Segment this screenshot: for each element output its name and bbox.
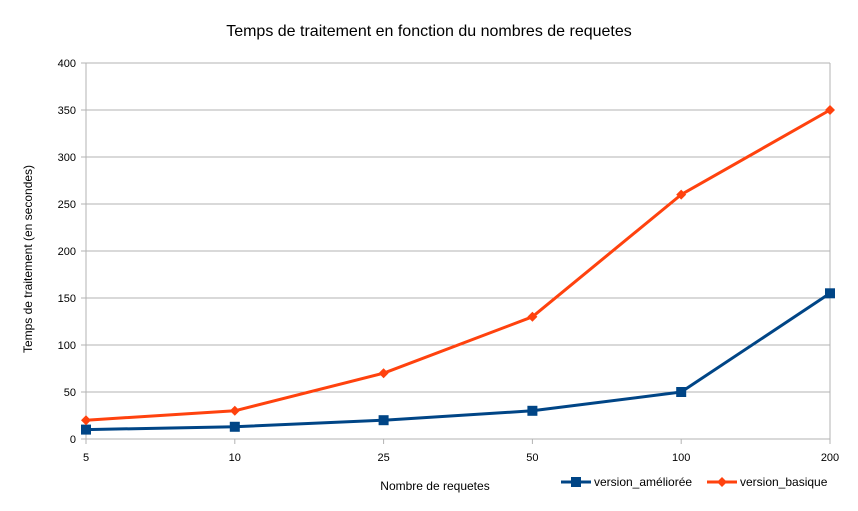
legend-swatch-marker-1	[717, 477, 727, 487]
legend-label-1: version_basique	[740, 475, 828, 489]
series-1-point-2	[378, 368, 389, 379]
x-tick-label-2: 25	[377, 452, 389, 464]
chart-title: Temps de traitement en fonction du nombr…	[226, 23, 632, 40]
y-tick-label-2: 100	[58, 340, 76, 352]
legend-item-1: version_basique	[707, 475, 828, 489]
series-1-point-1	[229, 405, 240, 416]
x-tick-label-5: 200	[821, 452, 839, 464]
grid-lines	[86, 62, 830, 393]
series-1-point-0	[81, 415, 91, 426]
series-group	[81, 105, 835, 435]
legend-label-0: version_améliorée	[594, 475, 692, 489]
x-axis-label: Nombre de requetes	[380, 479, 489, 493]
x-tick-label-1: 10	[229, 452, 241, 464]
legend: version_améliorée version_basique	[561, 475, 828, 489]
y-axis-label: Temps de traitement (en secondes)	[21, 165, 35, 353]
legend-swatch-marker-0	[571, 477, 581, 487]
y-tick-label-1: 50	[64, 387, 76, 399]
series-line-1	[85, 108, 831, 422]
series-1	[81, 105, 835, 426]
series-0-point-0	[81, 424, 91, 435]
series-0-point-5	[825, 288, 835, 299]
x-tick-label-3: 50	[526, 452, 538, 464]
y-tick-label-0: 0	[70, 434, 76, 446]
series-0	[81, 288, 835, 435]
series-1-point-5	[825, 105, 835, 115]
y-axis-ticks: 0 50 100 150 200 250 300 350 400	[58, 58, 86, 446]
series-0-point-4	[676, 387, 687, 397]
y-tick-label-8: 400	[58, 58, 76, 70]
x-tick-label-4: 100	[672, 452, 690, 464]
y-tick-label-7: 350	[58, 105, 76, 117]
y-tick-label-3: 150	[58, 293, 76, 305]
series-0-point-2	[378, 415, 389, 426]
series-0-point-1	[229, 421, 240, 432]
legend-item-0: version_améliorée	[561, 475, 692, 489]
y-tick-label-6: 300	[58, 152, 76, 164]
series-0-point-3	[527, 405, 538, 416]
x-tick-label-0: 5	[83, 452, 89, 464]
series-1-point-4	[676, 189, 687, 200]
y-tick-label-5: 250	[58, 199, 76, 211]
series-line-0	[85, 292, 831, 432]
y-tick-label-4: 200	[58, 246, 76, 258]
x-axis-ticks: 5 10 25 50 100 200	[83, 439, 839, 464]
series-1-point-3	[527, 311, 538, 322]
